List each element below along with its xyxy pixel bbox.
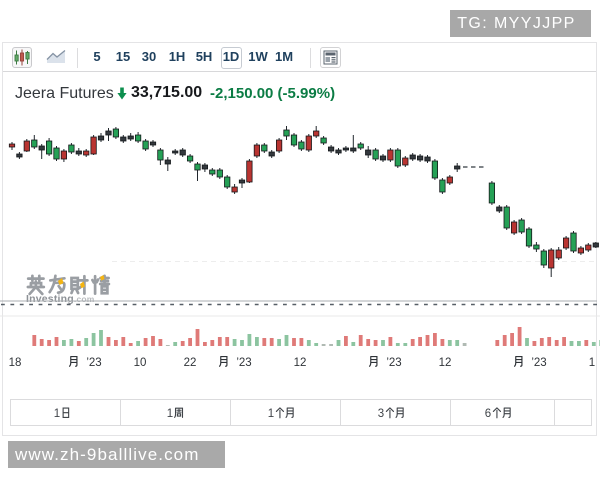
svg-text:’23: ’23: [86, 357, 101, 369]
svg-text:Investing.com: Investing.com: [26, 293, 95, 305]
svg-text:6: 6: [485, 408, 491, 420]
svg-text:1: 1: [167, 408, 173, 420]
svg-text:1: 1: [589, 357, 595, 369]
svg-text:3: 3: [378, 408, 384, 420]
svg-text:1: 1: [268, 408, 274, 420]
svg-text:10: 10: [134, 357, 147, 369]
svg-text:’23: ’23: [236, 357, 251, 369]
svg-text:22: 22: [184, 357, 197, 369]
svg-text:’23: ’23: [386, 357, 401, 369]
svg-text:12: 12: [294, 357, 307, 369]
svg-text:12: 12: [439, 357, 452, 369]
svg-text:18: 18: [9, 357, 22, 369]
svg-text:’23: ’23: [531, 357, 546, 369]
svg-text:1: 1: [54, 408, 60, 420]
